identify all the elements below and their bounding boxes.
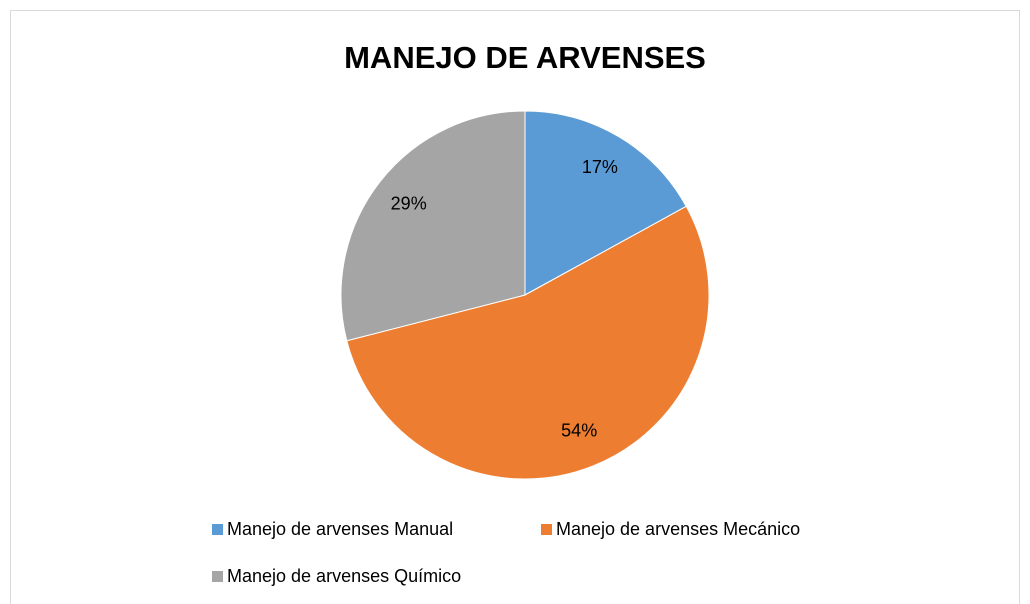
data-label: 17% bbox=[582, 157, 618, 177]
legend-swatch bbox=[212, 524, 223, 535]
legend-swatch bbox=[541, 524, 552, 535]
legend-swatch bbox=[212, 571, 223, 582]
legend-label: Manejo de arvenses Mecánico bbox=[556, 519, 800, 539]
pie-slice bbox=[524, 110, 687, 296]
chart-title: MANEJO DE ARVENSES bbox=[344, 40, 706, 75]
data-label: 54% bbox=[561, 421, 597, 441]
pie-slice bbox=[340, 110, 526, 342]
data-label: 29% bbox=[391, 194, 427, 214]
legend-label: Manejo de arvenses Químico bbox=[227, 566, 461, 586]
pie-slice bbox=[346, 205, 710, 480]
legend-label: Manejo de arvenses Manual bbox=[227, 519, 453, 539]
